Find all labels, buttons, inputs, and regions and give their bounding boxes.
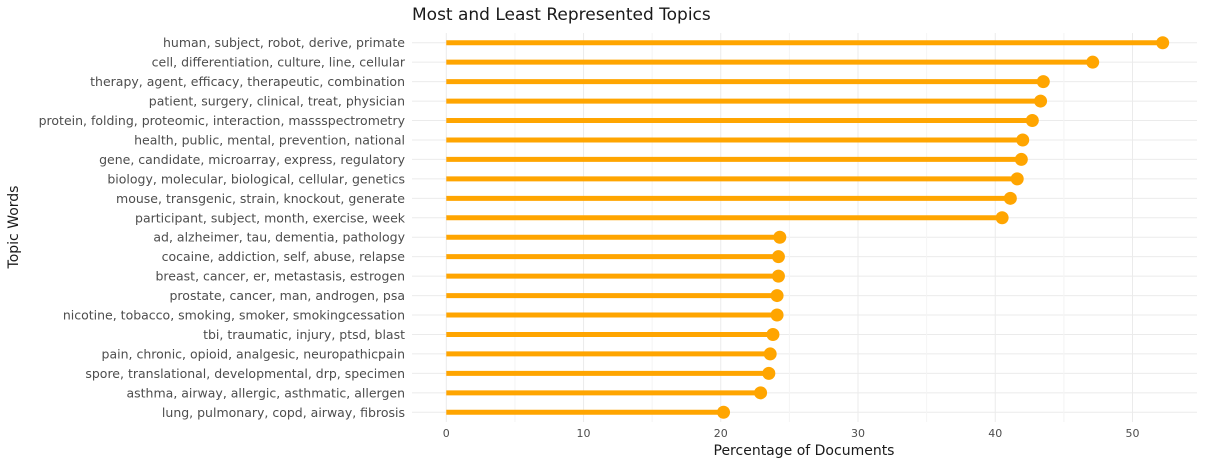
lollipop-point — [1036, 75, 1050, 89]
y-axis-label: Topic Words — [6, 186, 22, 270]
y-tick-labels: human, subject, robot, derive, primate ce… — [39, 35, 406, 420]
lollipop-point — [717, 405, 731, 419]
y-tick-label: protein, folding, proteomic, interaction… — [39, 113, 406, 128]
lollipop-point — [762, 366, 776, 380]
y-tick-label: mouse, transgenic, strain, knockout, gen… — [116, 191, 405, 206]
y-tick-label: participant, subject, month, exercise, w… — [135, 210, 406, 225]
y-tick-label: human, subject, robot, derive, primate — [163, 35, 405, 50]
y-tick-label: lung, pulmonary, copd, airway, fibrosis — [162, 405, 405, 420]
lollipop-point — [1025, 114, 1039, 128]
stems — [446, 40, 1163, 415]
y-tick-label: nicotine, tobacco, smoking, smoker, smok… — [63, 308, 405, 323]
lollipop-point — [754, 386, 768, 400]
x-axis-label: Percentage of Documents — [714, 443, 895, 459]
lollipop-point — [1156, 36, 1170, 50]
y-tick-label: therapy, agent, efficacy, therapeutic, c… — [90, 74, 405, 89]
x-tick-labels: 0 10 20 30 40 50 — [443, 427, 1140, 440]
lollipop-point — [995, 211, 1009, 225]
points — [717, 36, 1170, 419]
lollipop-point — [1086, 55, 1100, 69]
lollipop-point — [770, 308, 784, 322]
lollipop-point — [1010, 172, 1024, 186]
x-tick-label: 20 — [714, 427, 728, 440]
y-tick-label: pain, chronic, opioid, analgesic, neurop… — [102, 346, 405, 361]
y-tick-label: cocaine, addiction, self, abuse, relapse — [162, 249, 406, 264]
y-tick-label: prostate, cancer, man, androgen, psa — [170, 288, 406, 303]
y-tick-label: spore, translational, developmental, drp… — [85, 366, 405, 381]
y-tick-label: tbi, traumatic, injury, ptsd, blast — [203, 327, 405, 342]
lollipop-point — [763, 347, 777, 361]
lollipop-point — [1016, 133, 1030, 147]
lollipop-point — [1034, 94, 1048, 108]
y-tick-label: ad, alzheimer, tau, dementia, pathology — [153, 230, 405, 245]
lollipop-point — [771, 250, 785, 264]
lollipop-point — [771, 269, 785, 283]
lollipop-point — [766, 327, 780, 341]
y-tick-label: biology, molecular, biological, cellular… — [107, 171, 405, 186]
lollipop-point — [773, 230, 787, 244]
chart-title: Most and Least Represented Topics — [412, 5, 711, 25]
y-tick-label: health, public, mental, prevention, nati… — [134, 132, 405, 147]
y-tick-label: patient, surgery, clinical, treat, physi… — [149, 94, 405, 109]
lollipop-point — [1014, 152, 1028, 166]
x-tick-label: 0 — [443, 427, 450, 440]
lollipop-point — [770, 289, 784, 303]
grid — [412, 33, 1197, 422]
x-tick-label: 30 — [851, 427, 865, 440]
y-tick-label: asthma, airway, allergic, asthmatic, all… — [126, 385, 405, 400]
lollipop-point — [1003, 191, 1017, 205]
x-tick-label: 40 — [988, 427, 1002, 440]
x-tick-label: 50 — [1125, 427, 1139, 440]
y-tick-label: breast, cancer, er, metastasis, estrogen — [156, 269, 406, 284]
x-tick-label: 10 — [577, 427, 591, 440]
y-tick-label: gene, candidate, microarray, express, re… — [99, 152, 405, 167]
y-tick-label: cell, differentiation, culture, line, ce… — [152, 55, 406, 70]
